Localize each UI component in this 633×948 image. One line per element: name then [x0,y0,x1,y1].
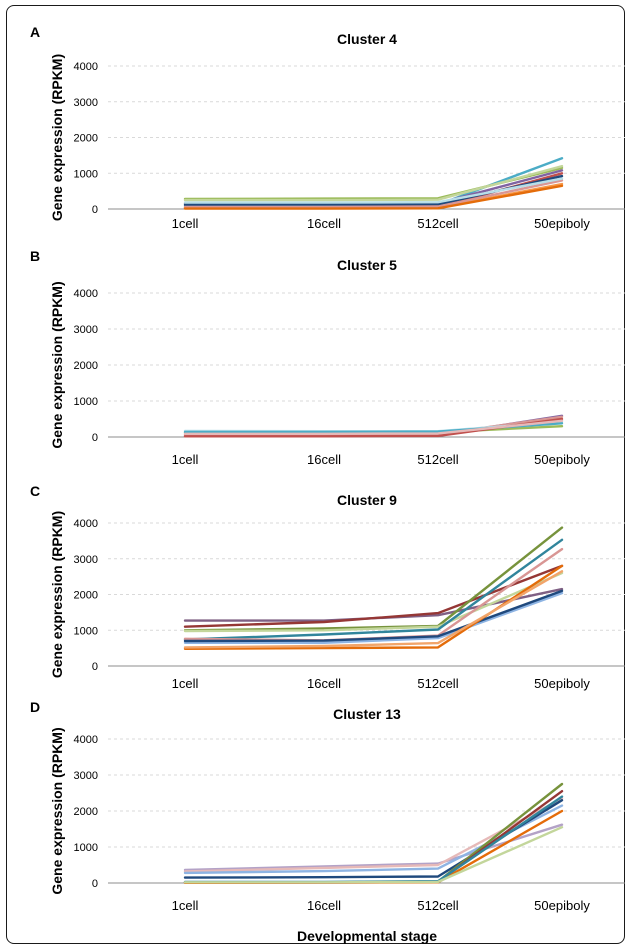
x-tick-label: 16cell [307,452,341,467]
x-tick-label: 512cell [417,216,458,231]
series-line [183,570,564,649]
x-tick-label: 50epiboly [534,452,590,467]
y-tick-label: 4000 [74,518,98,530]
x-tick-label: 50epiboly [534,898,590,913]
y-tick-label: 2000 [74,590,98,602]
series-line [183,526,564,632]
figure-frame [6,5,625,944]
y-tick-label: 4000 [74,734,98,746]
y-tick-label: 1000 [74,168,98,180]
series-line [183,419,564,435]
y-tick-label: 3000 [74,554,98,566]
y-tick-label: 2000 [74,360,98,372]
series-line [183,179,564,209]
y-tick-label: 3000 [74,324,98,336]
chart-panel-a: A Cluster 4 0 1000 2000 3000 4000 Gene expressi… [30,24,625,231]
x-tick-label: 16cell [307,898,341,913]
x-tick-label: 16cell [307,676,341,691]
y-tick-label: 4000 [74,61,98,73]
series-line [183,184,564,210]
chart-panel-c: C Cluster 9 0 1000 2000 3000 4000 Gene expressi… [30,483,625,691]
panel-letter: B [30,248,40,264]
series-line [183,804,564,875]
series-line [183,571,564,633]
panel-title: Cluster 5 [337,257,397,273]
y-tick-label: 0 [92,204,98,216]
panel-letter: D [30,699,40,715]
y-tick-label: 0 [92,661,98,673]
panel-title: Cluster 4 [337,31,397,47]
series-line [183,177,564,204]
x-tick-label: 1cell [172,898,199,913]
x-tick-label: 1cell [172,676,199,691]
y-tick-label: 1000 [74,842,98,854]
x-tick-label: 16cell [307,216,341,231]
y-axis-label: Gene expression (RPKM) [49,511,65,678]
x-tick-label: 512cell [417,676,458,691]
chart-panel-d: D Cluster 13 0 1000 2000 3000 4000 Gene express… [30,699,625,913]
y-tick-label: 3000 [74,770,98,782]
y-tick-label: 0 [92,878,98,890]
figure-xlabel: Developmental stage [297,928,437,944]
x-tick-label: 50epiboly [534,216,590,231]
panel-title: Cluster 13 [333,706,401,722]
x-tick-label: 1cell [172,452,199,467]
y-axis-label: Gene expression (RPKM) [49,281,65,448]
x-tick-label: 512cell [417,898,458,913]
y-tick-label: 2000 [74,806,98,818]
series-line [183,589,564,643]
panel-letter: C [30,483,40,499]
series-line [183,591,564,644]
y-tick-label: 4000 [74,288,98,300]
chart-panel-b: B Cluster 5 0 1000 2000 3000 4000 Gene expressi… [30,248,625,467]
panel-title: Cluster 9 [337,492,397,508]
series-line [183,564,564,628]
x-tick-label: 1cell [172,216,199,231]
x-tick-label: 50epiboly [534,676,590,691]
y-tick-label: 1000 [74,396,98,408]
panel-letter: A [30,24,40,40]
y-tick-label: 0 [92,432,98,444]
y-tick-label: 1000 [74,625,98,637]
series-line [183,823,564,872]
series-line [183,538,564,641]
y-axis-label: Gene expression (RPKM) [49,727,65,894]
series-line [183,826,564,884]
y-tick-label: 3000 [74,97,98,109]
y-tick-label: 2000 [74,133,98,145]
series-line [183,164,564,202]
x-tick-label: 512cell [417,452,458,467]
y-axis-label: Gene expression (RPKM) [49,54,65,221]
